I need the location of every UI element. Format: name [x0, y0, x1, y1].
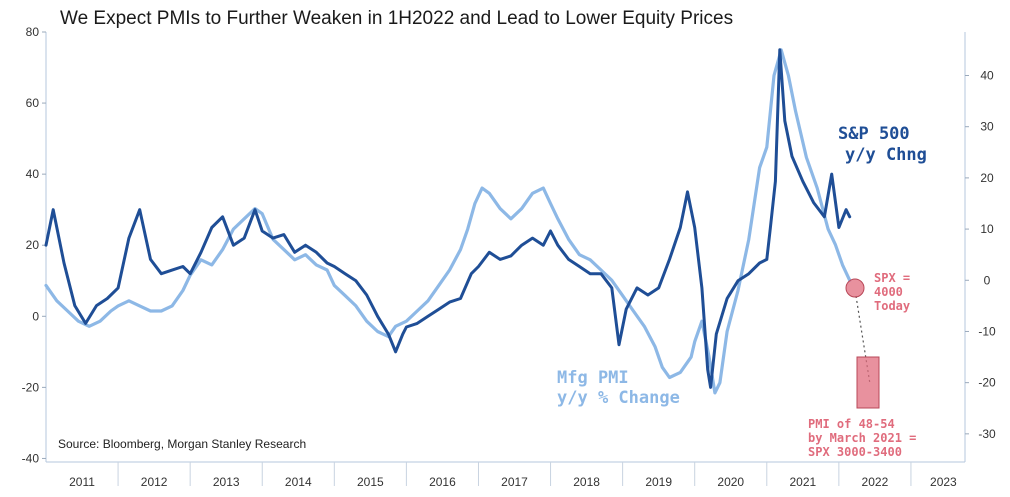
left-tick-label: 0 [32, 309, 39, 323]
left-tick-label: 60 [26, 96, 40, 110]
plot-area [45, 32, 966, 463]
left-axis-ticks: 80 60 40 20 0 -20 -40 [22, 25, 46, 465]
right-tick-label: -20 [978, 376, 996, 390]
x-axis-ticks: 2011 2012 2013 2014 2015 2016 2017 2018 2019 2020… [69, 462, 957, 489]
right-tick-label: 30 [980, 120, 994, 134]
forecast-label-line-2: by March 2021 = [808, 431, 916, 445]
x-tick-label: 2023 [930, 475, 957, 489]
sp500-series-label-line-1: S&P 500 [838, 124, 910, 144]
sp500-series-label-line-2: y/y Chng [845, 145, 927, 165]
x-tick-label: 2012 [141, 475, 168, 489]
sp500-series-label: S&P 500 y/y Chng [838, 124, 927, 165]
left-tick-label: -20 [22, 380, 40, 394]
series-layer [44, 48, 852, 395]
forecast-label: PMI of 48-54 by March 2021 = SPX 3000-34… [808, 417, 924, 459]
spx-now-label-line-1: SPX = [874, 271, 910, 285]
annotations: SPX = 4000 Today PMI of 48-54 by March 2… [58, 124, 927, 459]
spx-now-marker [845, 278, 865, 298]
left-tick-label: 80 [26, 25, 40, 39]
pmi-series-label: Mfg PMI y/y % Change [557, 368, 680, 408]
right-tick-label: 0 [984, 273, 991, 287]
spx-now-label: SPX = 4000 Today [874, 271, 917, 313]
pmi-line [44, 48, 852, 395]
pmi-series-label-line-2: y/y % Change [557, 388, 680, 408]
left-tick-label: 20 [26, 238, 40, 252]
x-tick-label: 2019 [645, 475, 672, 489]
right-tick-label: 10 [980, 222, 994, 236]
x-tick-label: 2021 [789, 475, 816, 489]
right-tick-label: -30 [978, 427, 996, 441]
source-note: Source: Bloomberg, Morgan Stanley Resear… [58, 437, 306, 451]
sp500-line [44, 48, 852, 389]
x-tick-label: 2015 [357, 475, 384, 489]
forecast-label-line-3: SPX 3000-3400 [808, 445, 902, 459]
x-tick-label: 2013 [213, 475, 240, 489]
right-tick-label: 40 [980, 69, 994, 83]
right-tick-label: -10 [978, 324, 996, 338]
spx-now-label-line-2: 4000 [874, 285, 903, 299]
x-tick-label: 2017 [501, 475, 528, 489]
x-tick-label: 2018 [573, 475, 600, 489]
spx-now-label-line-3: Today [874, 299, 910, 313]
x-tick-label: 2016 [429, 475, 456, 489]
left-tick-label: -40 [22, 451, 40, 465]
pmi-series-label-line-1: Mfg PMI [557, 368, 629, 388]
right-axis-ticks: 40 30 20 10 0 -10 -20 -30 [965, 69, 996, 441]
x-tick-label: 2011 [69, 475, 95, 489]
forecast-range-box [856, 356, 880, 409]
forecast-label-line-1: PMI of 48-54 [808, 417, 895, 431]
chart-title: We Expect PMIs to Further Weaken in 1H20… [60, 8, 733, 29]
right-tick-label: 20 [980, 171, 994, 185]
left-tick-label: 40 [26, 167, 40, 181]
x-tick-label: 2022 [862, 475, 889, 489]
x-tick-label: 2014 [285, 475, 312, 489]
x-tick-label: 2020 [717, 475, 744, 489]
